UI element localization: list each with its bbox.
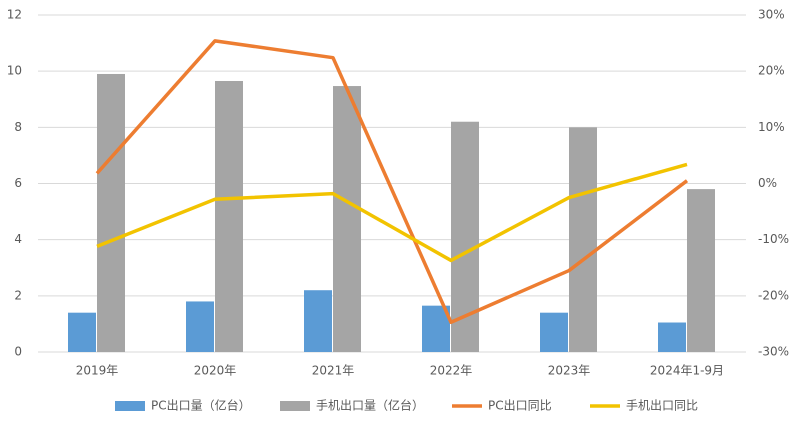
y2-tick-label: -20% xyxy=(758,288,789,302)
y2-tick-label: 30% xyxy=(758,8,785,22)
bar xyxy=(658,322,686,352)
legend-swatch xyxy=(280,401,310,411)
legend-label: PC出口量（亿台） xyxy=(151,398,251,413)
line xyxy=(96,162,688,263)
bar xyxy=(569,127,597,352)
x-tick-label: 2019年 xyxy=(76,364,119,378)
legend-label: 手机出口量（亿台） xyxy=(316,398,424,413)
y-tick-label: 12 xyxy=(7,8,22,22)
bar xyxy=(540,312,568,352)
bar xyxy=(215,80,243,352)
x-tick-label: 2023年 xyxy=(548,364,591,378)
x-tick-label: 2022年 xyxy=(430,364,473,378)
y2-tick-label: -30% xyxy=(758,345,789,359)
y-tick-label: 2 xyxy=(14,288,22,302)
y2-tick-label: 20% xyxy=(758,64,785,78)
bar xyxy=(68,312,96,352)
legend-swatch xyxy=(115,401,145,411)
bar xyxy=(333,86,361,352)
bar xyxy=(687,189,715,352)
y-tick-label: 6 xyxy=(14,176,22,190)
x-tick-label: 2021年 xyxy=(312,364,355,378)
bar xyxy=(186,301,214,352)
line xyxy=(95,39,689,324)
legend-label: 手机出口同比 xyxy=(626,399,698,413)
y2-tick-label: -10% xyxy=(758,232,789,246)
bar xyxy=(97,73,125,352)
y-tick-label: 0 xyxy=(14,345,22,359)
y2-tick-label: 0% xyxy=(758,176,777,190)
y-tick-label: 10 xyxy=(7,64,22,78)
x-tick-label: 2020年 xyxy=(194,364,237,378)
y-tick-label: 4 xyxy=(14,232,22,246)
y-tick-label: 8 xyxy=(14,120,22,134)
y2-tick-label: 10% xyxy=(758,120,785,134)
x-tick-label: 2024年1-9月 xyxy=(650,364,724,378)
bar xyxy=(304,290,332,352)
legend-label: PC出口同比 xyxy=(488,399,552,413)
